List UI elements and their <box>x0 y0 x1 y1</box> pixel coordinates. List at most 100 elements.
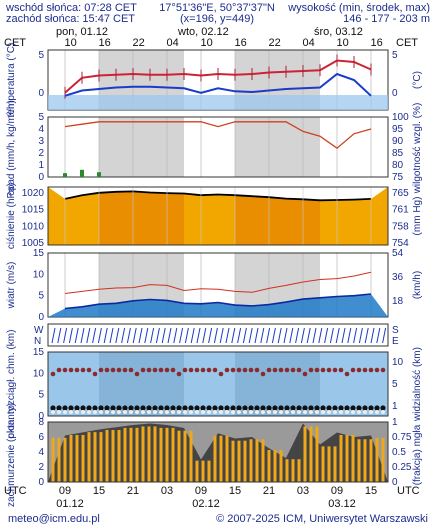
cover-bar <box>57 437 61 482</box>
cover-bar <box>381 437 385 482</box>
wind-arrow <box>179 327 184 344</box>
dewpoint-line <box>64 72 372 97</box>
cloud-base-dot <box>374 405 380 411</box>
utc-right: UTC <box>397 485 420 497</box>
wind-arrow <box>353 327 358 344</box>
cover-bar <box>51 437 55 482</box>
cloud-top-dot <box>104 367 110 373</box>
cloud-base-dot <box>86 405 92 411</box>
cloud-base-dot <box>176 405 182 411</box>
top-hour-label: 10 <box>201 37 213 49</box>
cover-bar <box>117 429 121 482</box>
cloud-base-dot <box>284 405 290 411</box>
cloud-top-dot <box>176 371 182 377</box>
wind-arrow <box>208 327 213 344</box>
cover-bar <box>315 426 319 482</box>
top-day-label: pon, 01.12 <box>56 26 108 38</box>
cover-bar <box>303 426 307 482</box>
cloud-base-dot <box>278 405 284 411</box>
tick-label: 0.25 <box>392 462 412 473</box>
cover-bar <box>63 437 67 482</box>
cloud-top-dot <box>314 367 320 373</box>
axis-title: (mm Hg) <box>412 197 423 236</box>
cover-bar <box>129 427 133 482</box>
fog-dot <box>315 410 319 414</box>
cloud-base-dot <box>164 405 170 411</box>
fog-dot <box>255 410 259 414</box>
cloud-base-dot <box>230 405 236 411</box>
cloud-top-dot <box>284 367 290 373</box>
cloud-top-dot <box>350 367 356 373</box>
tick-label: 54 <box>392 248 404 259</box>
wind-arrow <box>132 327 137 344</box>
cover-bar <box>363 439 367 482</box>
cover-bar <box>69 434 73 482</box>
fog-dot <box>345 410 349 414</box>
cloud-top-dot <box>278 367 284 373</box>
cloud-base-dot <box>248 405 254 411</box>
cloud-top-dot <box>50 371 56 377</box>
wind-arrow <box>103 327 108 344</box>
cover-bar <box>189 430 193 482</box>
fog-dot <box>267 410 271 414</box>
fog-dot <box>189 410 193 414</box>
cloud-top-dot <box>188 367 194 373</box>
wind-arrow <box>196 327 201 344</box>
tick-label: 1 <box>392 401 398 412</box>
cloud-base-dot <box>182 405 188 411</box>
cloud-top-dot <box>146 367 152 373</box>
tick-label: 10 <box>33 368 45 379</box>
fog-dot <box>321 410 325 414</box>
fog-dot <box>165 410 169 414</box>
cloud-base-dot <box>110 405 116 411</box>
cloud-cover-area <box>48 423 388 482</box>
cloud-base-dot <box>332 405 338 411</box>
fog-dot <box>57 410 61 414</box>
wind-arrow <box>370 327 375 344</box>
tick-label: 4 <box>38 447 44 458</box>
cloud-top-dot <box>152 367 158 373</box>
cloud-base-dot <box>116 405 122 411</box>
side-labels: temperatura (°C)opad (mm/h, kg/m²/h)ciśn… <box>6 43 423 507</box>
tick-label: 36 <box>392 272 404 283</box>
direction-letter: S <box>392 325 399 336</box>
cover-bar <box>249 439 253 482</box>
cover-bar <box>123 427 127 482</box>
cover-bar <box>339 434 343 482</box>
fog-dot <box>225 410 229 414</box>
wind-arrow <box>161 327 166 344</box>
wind-arrow <box>329 327 334 344</box>
wind-arrow <box>271 327 276 344</box>
cloud-top-dot <box>200 367 206 373</box>
pressure-line <box>64 190 372 202</box>
panel-frame <box>47 186 389 246</box>
cloud-top-dot <box>110 367 116 373</box>
cloud-base-dot <box>68 405 74 411</box>
fog-dot <box>207 410 211 414</box>
cloud-top-dot <box>248 367 254 373</box>
fog-dot <box>147 410 151 414</box>
tz-right: CET <box>396 37 418 49</box>
tick-label: 0.75 <box>392 432 412 443</box>
cloud-top-dot <box>236 367 242 373</box>
fog-dot <box>87 410 91 414</box>
fog-dot <box>357 410 361 414</box>
top-hour-label: 22 <box>269 37 281 49</box>
tick-label: 15 <box>33 347 45 358</box>
cloud-top-dot <box>230 367 236 373</box>
tick-label: 0 <box>38 477 44 488</box>
tick-label: 90 <box>392 136 404 147</box>
wind-arrow <box>80 327 85 344</box>
cloud-base-dot <box>326 405 332 411</box>
fog-dot <box>183 410 187 414</box>
cloud-top-dot <box>68 367 74 373</box>
bottom-hour-label: 03 <box>161 485 173 497</box>
fog-dot <box>111 410 115 414</box>
wind-arrow <box>237 327 242 344</box>
cloud-base-dot <box>368 405 374 411</box>
bottom-date-label: 02.12 <box>192 498 220 510</box>
footer-email[interactable]: meteo@icm.edu.pl <box>8 513 100 525</box>
wind-arrow <box>74 327 79 344</box>
tick-label: 18 <box>392 296 404 307</box>
